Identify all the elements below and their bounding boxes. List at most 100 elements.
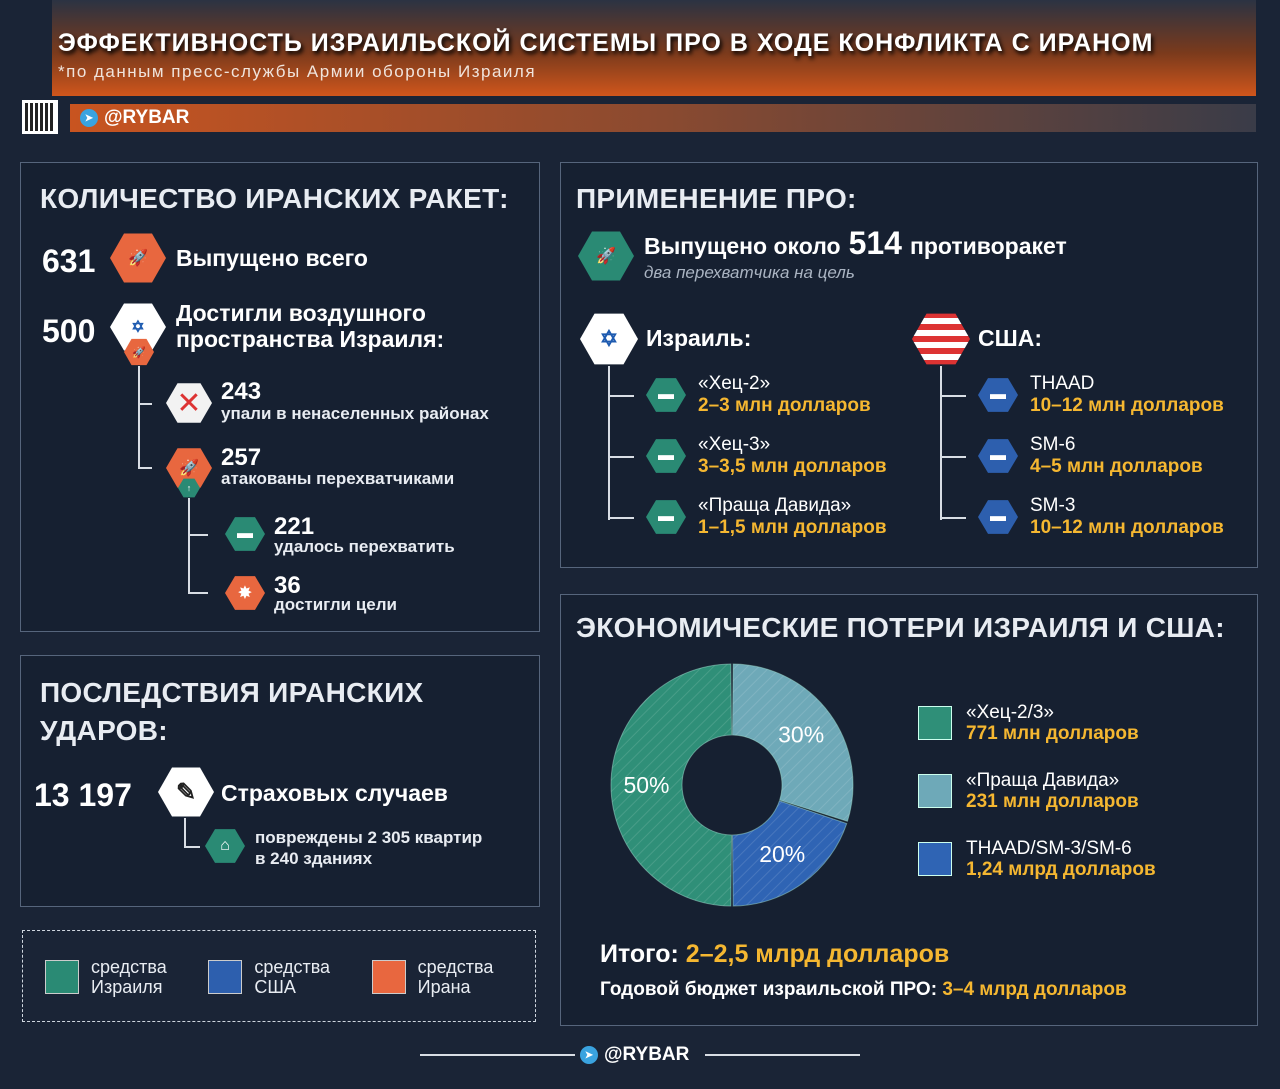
system-cost: 3–3,5 млн долларов bbox=[698, 456, 887, 477]
economy-title: ЭКОНОМИЧЕСКИЕ ПОТЕРИ ИЗРАИЛЯ И США: bbox=[576, 612, 1225, 643]
system-cost: 10–12 млн долларов bbox=[1030, 395, 1224, 416]
system-name: SM-6 bbox=[1030, 434, 1076, 455]
telegram-icon: ➤ bbox=[580, 1046, 598, 1064]
launched-post: противоракет bbox=[909, 233, 1067, 259]
slice-hatch bbox=[732, 664, 853, 822]
chart-legend-amount: 231 млн долларов bbox=[966, 791, 1139, 812]
chart-legend-item: «Хец-2/3» 771 млн долларов bbox=[966, 702, 1139, 744]
fell-value: 243 bbox=[221, 378, 262, 405]
total-label: Итого: bbox=[600, 940, 679, 968]
chart-legend-swatch bbox=[918, 706, 952, 740]
intercepted-label: удалось перехватить bbox=[274, 537, 455, 556]
reached-value: 500 bbox=[42, 313, 96, 349]
insurance-value: 13 197 bbox=[34, 777, 132, 813]
damage-detail-2: в 240 зданиях bbox=[255, 849, 373, 868]
reached-label: Достигли воздушного пространства Израиля: bbox=[176, 300, 444, 352]
donut-chart: 30% 20% 50% bbox=[610, 663, 854, 907]
total-value: 631 bbox=[42, 243, 96, 279]
slice-label: 50% bbox=[623, 772, 669, 798]
system-item: «Праща Давида» 1–1,5 млн долларов bbox=[698, 495, 887, 539]
legend-swatch bbox=[371, 960, 406, 994]
pro-panel bbox=[560, 162, 1258, 568]
damage-detail-1: повреждены 2 305 квартир bbox=[255, 828, 483, 847]
reached-label-1: Достигли воздушного bbox=[176, 300, 426, 326]
system-cost: 1–1,5 млн долларов bbox=[698, 517, 887, 538]
system-name: SM-3 bbox=[1030, 495, 1076, 516]
system-item: SM-6 4–5 млн долларов bbox=[1030, 434, 1203, 478]
footer-brand[interactable]: @RYBAR bbox=[604, 1044, 690, 1065]
total-line: Итого: 2–2,5 млрд долларов bbox=[600, 940, 949, 969]
qr-code bbox=[22, 100, 58, 134]
slice-hatch bbox=[611, 664, 732, 906]
insurance-label: Страховых случаев bbox=[221, 780, 448, 806]
chart-legend-item: THAAD/SM-3/SM-6 1,24 млрд долларов bbox=[966, 838, 1156, 880]
launcher-icon: ▬ bbox=[646, 439, 686, 473]
tree-line bbox=[608, 456, 634, 458]
launched-line: Выпущено около 514 противоракет bbox=[644, 226, 1067, 263]
total-value: 2–2,5 млрд долларов bbox=[685, 940, 950, 968]
system-cost: 4–5 млн долларов bbox=[1030, 456, 1203, 477]
tree-line bbox=[138, 403, 152, 405]
tree-line bbox=[188, 498, 190, 594]
launcher-icon: ▬ bbox=[978, 439, 1018, 473]
chart-legend-amount: 1,24 млрд долларов bbox=[966, 859, 1156, 880]
chart-legend-label: «Хец-2/3» bbox=[966, 702, 1054, 723]
israel-flag-icon: ✡ bbox=[580, 313, 638, 365]
launched-note: два перехватчика на цель bbox=[644, 263, 855, 282]
launcher-icon: ▬ bbox=[978, 378, 1018, 412]
launched-value: 514 bbox=[848, 225, 902, 261]
chart-legend-swatch bbox=[918, 774, 952, 808]
tree-line bbox=[608, 517, 634, 519]
launcher-icon: ▬ bbox=[646, 500, 686, 534]
legend-item: средства США bbox=[208, 957, 371, 997]
budget-value: 3–4 млрд долларов bbox=[942, 979, 1127, 1000]
legend-label: средства bbox=[417, 957, 494, 977]
page-title: ЭФФЕКТИВНОСТЬ ИЗРАИЛЬСКОЙ СИСТЕМЫ ПРО В … bbox=[58, 29, 1154, 57]
brand-bar: ➤ @RYBAR bbox=[70, 104, 1256, 132]
brand-handle[interactable]: @RYBAR bbox=[104, 107, 190, 128]
chart-legend-item: «Праща Давида» 231 млн долларов bbox=[966, 770, 1139, 812]
consequences-panel bbox=[20, 655, 540, 907]
consequences-title-2: УДАРОВ: bbox=[40, 715, 168, 746]
system-cost: 2–3 млн долларов bbox=[698, 395, 871, 416]
budget-line: Годовой бюджет израильской ПРО: 3–4 млрд… bbox=[600, 979, 1127, 1001]
attacked-value: 257 bbox=[221, 444, 262, 471]
missiles-title: КОЛИЧЕСТВО ИРАНСКИХ РАКЕТ: bbox=[40, 183, 509, 214]
chart-legend-label: THAAD/SM-3/SM-6 bbox=[966, 838, 1132, 859]
reached-label-2: пространства Израиля: bbox=[176, 326, 445, 352]
legend-item: средства Израиля bbox=[45, 957, 208, 997]
missiles-panel bbox=[20, 162, 540, 632]
system-name: «Хец-3» bbox=[698, 434, 771, 455]
telegram-icon: ➤ bbox=[80, 109, 98, 127]
chart-legend-label: «Праща Давида» bbox=[966, 770, 1120, 791]
system-item: «Хец-3» 3–3,5 млн долларов bbox=[698, 434, 887, 478]
system-item: THAAD 10–12 млн долларов bbox=[1030, 373, 1224, 417]
tree-line bbox=[940, 395, 966, 397]
slice-label: 30% bbox=[778, 722, 824, 748]
page-subtitle: *по данным пресс-службы Армии обороны Из… bbox=[58, 62, 537, 81]
hit-label: достигли цели bbox=[274, 595, 397, 614]
consequences-title: ПОСЛЕДСТВИЯ ИРАНСКИХ УДАРОВ: bbox=[40, 674, 423, 750]
launched-pre: Выпущено около bbox=[644, 233, 841, 259]
fell-label: упали в ненаселенных районах bbox=[221, 404, 489, 423]
attacked-label: атакованы перехватчиками bbox=[221, 469, 455, 488]
slice-label: 20% bbox=[759, 841, 805, 867]
cross-icon: ✕ bbox=[166, 383, 212, 423]
damage-detail: повреждены 2 305 квартир в 240 зданиях bbox=[255, 827, 482, 869]
pro-title: ПРИМЕНЕНИЕ ПРО: bbox=[576, 183, 857, 214]
tree-line bbox=[940, 517, 966, 519]
legend-label: средства bbox=[91, 957, 167, 977]
intercepted-value: 221 bbox=[274, 513, 315, 540]
israel-label: Израиль: bbox=[646, 325, 752, 351]
tree-line bbox=[940, 456, 966, 458]
tree-line bbox=[184, 818, 186, 848]
legend-label: Ирана bbox=[417, 977, 471, 997]
color-legend: средства Израиля средства США средства Ирана bbox=[22, 930, 536, 1022]
legend-swatch bbox=[45, 960, 79, 994]
system-item: SM-3 10–12 млн долларов bbox=[1030, 495, 1224, 539]
legend-label: средства bbox=[254, 957, 331, 977]
tree-line bbox=[138, 467, 152, 469]
tree-line bbox=[138, 366, 140, 469]
system-name: «Праща Давида» bbox=[698, 495, 852, 516]
chart-legend-amount: 771 млн долларов bbox=[966, 723, 1139, 744]
